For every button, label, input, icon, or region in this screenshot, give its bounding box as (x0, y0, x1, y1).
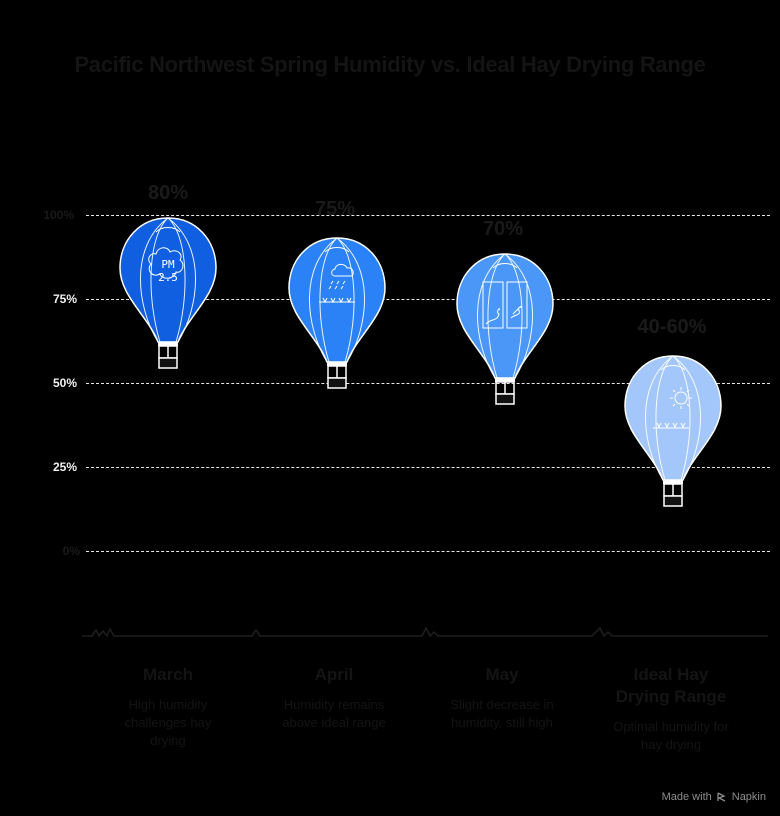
gridline-0 (86, 551, 770, 552)
balloon-april (288, 237, 386, 389)
pm25-cloud-icon: PM 2.5 (148, 247, 184, 284)
category-title: May (485, 665, 519, 684)
category-title: Ideal Hay Drying Range (615, 665, 727, 706)
y-tick-25: 25% (52, 460, 77, 474)
balloon-march: PM 2.5 (119, 217, 217, 369)
y-tick-100: 100% (43, 208, 74, 222)
category-title: March (142, 665, 194, 684)
balloon-may (456, 253, 554, 405)
category-description: High humidity challenges hay drying (124, 697, 212, 748)
sun-grass-icon (653, 387, 692, 429)
gridline-50 (86, 383, 770, 384)
made-with-napkin: Made with Napkin (662, 791, 766, 803)
category-march: March High humidity challenges hay dryin… (88, 664, 248, 750)
category-description: Slight decrease in humidity, still high (450, 697, 554, 730)
y-tick-50: 50% (52, 376, 77, 390)
value-label-may: 70% (482, 218, 524, 240)
gridline-25 (86, 467, 770, 468)
brand-name: Napkin (731, 791, 766, 803)
svg-text:PM: PM (161, 258, 175, 271)
napkin-logo-icon (717, 792, 726, 802)
made-with-label: Made with (661, 791, 712, 803)
svg-text:2.5: 2.5 (158, 271, 178, 284)
category-description: Humidity remains above ideal range (282, 697, 386, 730)
y-tick-0: 0% (62, 544, 80, 558)
ground-baseline (82, 626, 768, 638)
category-april: April Humidity remains above ideal range (254, 664, 414, 732)
balloon-ideal (624, 355, 722, 507)
value-label-march: 80% (147, 182, 189, 204)
category-ideal: Ideal Hay Drying Range Optimal humidity … (591, 664, 751, 754)
y-tick-75: 75% (52, 292, 77, 306)
category-may: May Slight decrease in humidity, still h… (422, 664, 582, 732)
chart-title: Pacific Northwest Spring Humidity vs. Id… (74, 52, 706, 77)
category-description: Optimal humidity for hay drying (613, 719, 729, 752)
value-label-ideal: 40-60% (637, 316, 707, 338)
category-title: April (314, 665, 354, 684)
value-label-april: 75% (314, 198, 356, 220)
gridline-100 (86, 215, 770, 216)
window-wind-icon (482, 281, 528, 329)
gridline-75 (86, 299, 770, 300)
rain-cloud-grass-icon (319, 263, 355, 304)
